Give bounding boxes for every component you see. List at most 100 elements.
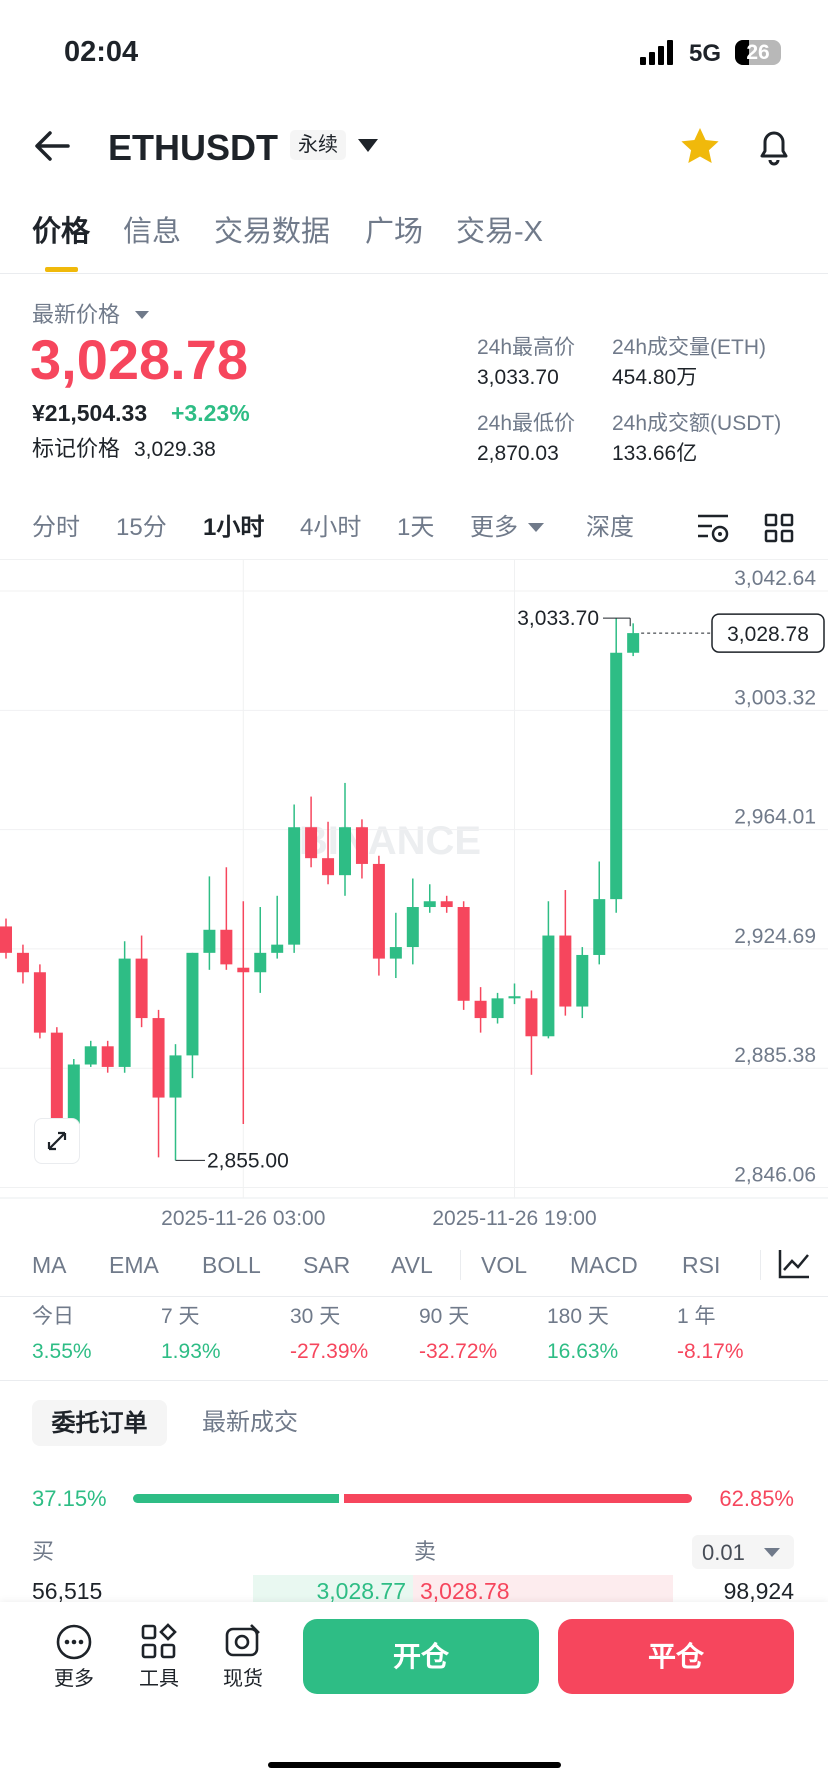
period-change: -27.39% [290,1340,369,1363]
mark-price-label: 标记价格 [32,436,121,461]
interval[interactable]: 1小时 [203,514,265,541]
tool-label[interactable]: 工具 [139,1668,179,1690]
candle-body [0,926,12,953]
price-change: +3.23% [171,400,250,426]
candle-body [220,929,233,965]
favorite-star[interactable] [680,127,720,165]
indicator[interactable]: MA [32,1252,67,1278]
home-indicator [268,1762,561,1768]
period-change: -8.17% [677,1340,744,1363]
candle-body [135,958,148,1019]
stat-label: 24h成交量(ETH) [612,336,767,359]
interval[interactable]: 深度 [586,514,634,541]
candle-body [559,935,572,1007]
sell-label: 卖 [414,1539,437,1564]
candle-body [610,652,623,900]
stat-value: 2,870.03 [477,442,559,465]
stat-label: 24h最低价 [477,412,576,435]
indicator[interactable]: AVL [391,1252,433,1278]
candle-body [203,929,216,953]
stat-label: 24h成交额(USDT) [612,412,782,435]
close-label: 平仓 [647,1641,704,1672]
watermark: BINANCE [299,819,481,863]
interval[interactable]: 更多 [470,514,518,541]
candle-body [576,954,589,1007]
tab[interactable]: 交易-X [456,216,544,248]
ask-price: 3,028.78 [420,1578,510,1604]
tool-label[interactable]: 更多 [54,1668,94,1690]
x-tick-label: 2025-11-26 19:00 [432,1207,596,1230]
close-button[interactable]: 平仓 [558,1619,794,1694]
sell-ratio: 62.85% [719,1486,794,1511]
tab[interactable]: 交易数据 [214,216,331,248]
indicator-settings-icon[interactable] [777,1248,811,1280]
interval[interactable]: 分时 [32,514,80,541]
tab[interactable]: 信息 [123,216,182,248]
tab[interactable]: 广场 [365,216,424,248]
interval[interactable]: 1天 [397,514,435,541]
period-label: 90 天 [419,1305,470,1328]
separator [760,1250,761,1280]
order-tab-active[interactable]: 委托订单 [32,1400,167,1446]
indicator[interactable]: RSI [682,1252,721,1278]
candle-body [508,996,521,999]
bid-price: 3,028.77 [316,1578,406,1604]
candle-body [84,1046,97,1065]
period-change: 3.55% [32,1340,92,1363]
expand-button[interactable] [34,1118,80,1164]
spot-icon[interactable] [224,1623,262,1661]
tab[interactable]: 价格 [32,216,91,248]
last-price-box [711,613,825,653]
order-tab[interactable]: 最新成交 [202,1409,298,1436]
candle-body [67,1064,80,1124]
order-tab: 委托订单 [51,1410,148,1437]
indicator[interactable]: MACD [570,1252,638,1278]
interval[interactable]: 4小时 [300,514,362,541]
period-change: 1.93% [161,1340,221,1363]
interval[interactable]: 15分 [116,514,167,541]
divider [0,559,828,560]
period-label: 30 天 [290,1305,341,1328]
layout-icon[interactable] [764,513,794,543]
cny-price: ¥21,504.33 [32,400,148,426]
buy-ratio: 37.15% [32,1486,107,1511]
indicator[interactable]: SAR [303,1252,351,1278]
y-tick-label: 3,042.64 [734,567,816,590]
candlestick-chart: 2025-11-26 03:00 2025-11-26 19:00 BINANCE 2… [0,559,828,1230]
buy-ratio-bar [133,1494,339,1503]
dropdown-icon[interactable] [358,139,378,153]
tool-label[interactable]: 现货 [223,1668,263,1690]
tools-icon[interactable] [140,1623,178,1661]
symbol[interactable]: ETHUSDT [108,127,278,168]
indicator[interactable]: BOLL [202,1252,261,1278]
clock: 02:04 [64,36,139,68]
candle-body [593,899,606,955]
precision-select[interactable]: 0.01 [692,1535,794,1569]
back-button[interactable] [34,130,72,162]
high-label: 3,033.70 [517,607,599,630]
candle-body [406,907,419,948]
more-icon[interactable] [55,1623,93,1661]
stat-label: 24h最高价 [477,336,576,359]
candle-body [186,952,199,1056]
candle-body [101,1046,114,1067]
signal-icon [640,40,673,65]
period-label: 1 年 [677,1305,716,1328]
candle-body [271,944,284,953]
open-button[interactable]: 开仓 [303,1619,539,1694]
indicator[interactable]: EMA [109,1252,159,1278]
chart-settings-icon[interactable] [696,512,730,544]
indicator[interactable]: VOL [481,1252,528,1278]
candle-body [389,947,402,959]
y-tick-label: 2,924.69 [734,925,816,948]
stat-value: 454.80万 [612,366,698,389]
contract-tag: 永续 [290,130,346,160]
low-label: 2,855.00 [207,1149,289,1172]
y-tick-label: 3,003.32 [734,686,816,709]
candle-body [33,972,46,1033]
y-tick-label: 2,885.38 [734,1044,816,1067]
alert-bell[interactable] [756,126,792,166]
divider [0,273,828,274]
x-tick-label: 2025-11-26 03:00 [161,1207,325,1230]
